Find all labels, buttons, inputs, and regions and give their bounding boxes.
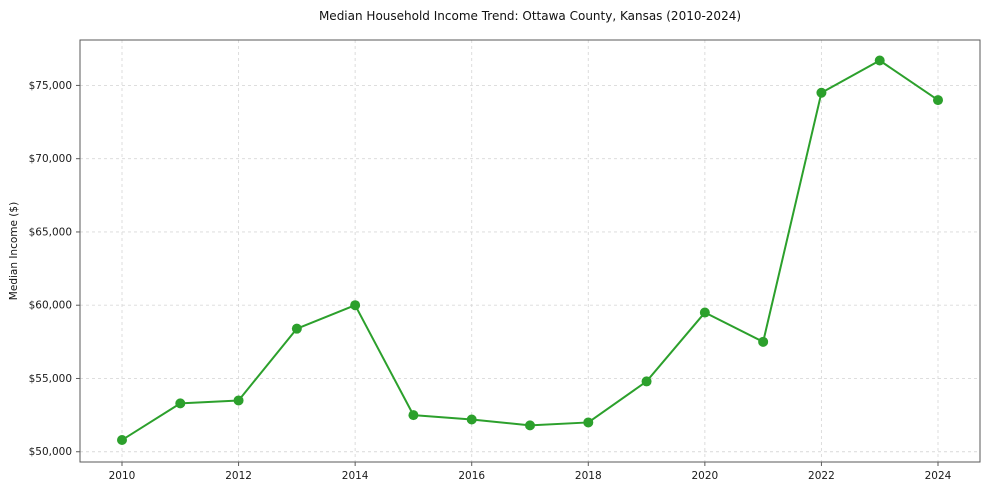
data-point-2010 bbox=[117, 435, 127, 446]
data-point-2021 bbox=[758, 336, 769, 347]
data-point-2016 bbox=[466, 414, 477, 425]
x-tick-label: 2024 bbox=[925, 470, 952, 482]
data-point-2020 bbox=[699, 307, 710, 318]
data-point-2011 bbox=[175, 398, 186, 409]
x-tick-label: 2022 bbox=[808, 470, 835, 482]
y-tick-label: $60,000 bbox=[29, 300, 72, 312]
x-tick-label: 2018 bbox=[575, 470, 602, 482]
data-point-2018 bbox=[583, 417, 594, 428]
y-tick-label: $55,000 bbox=[29, 373, 72, 385]
data-point-2024 bbox=[933, 95, 943, 106]
data-point-2023 bbox=[874, 55, 885, 66]
data-point-2013 bbox=[291, 323, 302, 334]
x-tick-label: 2010 bbox=[109, 470, 136, 482]
chart-title: Median Household Income Trend: Ottawa Co… bbox=[318, 9, 742, 23]
data-point-2019 bbox=[641, 376, 652, 387]
y-tick-label: $50,000 bbox=[29, 446, 72, 458]
x-tick-label: 2014 bbox=[342, 470, 369, 482]
y-tick-label: $70,000 bbox=[29, 153, 72, 165]
x-tick-label: 2016 bbox=[458, 470, 485, 482]
plot-border bbox=[79, 39, 981, 463]
data-point-2015 bbox=[408, 410, 419, 421]
x-tick-label: 2020 bbox=[691, 470, 718, 482]
y-tick-label: $75,000 bbox=[29, 80, 72, 92]
plot-area bbox=[80, 40, 980, 462]
data-point-2017 bbox=[525, 420, 535, 431]
x-tick-label: 2012 bbox=[225, 470, 252, 482]
data-point-2012 bbox=[233, 395, 244, 406]
data-point-2014 bbox=[350, 300, 361, 311]
data-point-2022 bbox=[816, 87, 827, 98]
y-tick-label: $65,000 bbox=[29, 226, 72, 238]
